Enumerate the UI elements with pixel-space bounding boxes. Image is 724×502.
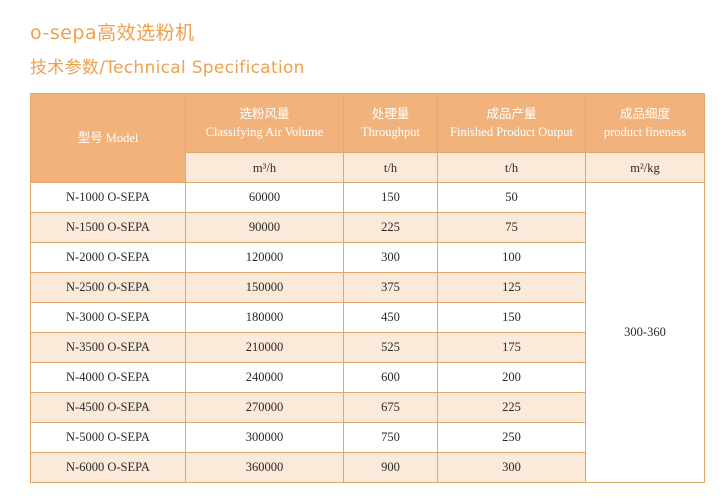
cell-output: 250 [437,422,586,453]
section-subtitle: 技术参数/Technical Specification [30,58,305,78]
cell-air: 240000 [185,362,344,393]
table-row: N-4500 O-SEPA 270000 675 225 [30,392,705,423]
cell-through: 600 [343,362,438,393]
header-air-en: Classifying Air Volume [205,125,324,139]
cell-output: 175 [437,332,586,363]
table-row: N-5000 O-SEPA 300000 750 250 [30,422,705,453]
cell-through: 225 [343,212,438,243]
table-row: N-1000 O-SEPA 60000 150 50 300-360 [30,182,705,483]
header-fine-en: product fineness [603,125,687,139]
header-air-cn: 选粉风量 [239,107,290,121]
cell-output: 100 [437,242,586,273]
table-row: N-2000 O-SEPA 120000 300 100 [30,242,705,273]
header-air-volume: 选粉风量 Classifying Air Volume [185,93,344,153]
cell-model: N-6000 O-SEPA [30,452,186,483]
cell-air: 60000 [185,182,344,213]
unit-output: t/h [437,152,586,183]
cell-through: 375 [343,272,438,303]
cell-air: 150000 [185,272,344,303]
header-output-cn: 成品产量 [486,107,537,121]
table-row: N-1500 O-SEPA 90000 225 75 [30,212,705,243]
cell-air: 300000 [185,422,344,453]
cell-through: 675 [343,392,438,423]
cell-fineness: 300-360 [585,182,705,483]
header-output: 成品产量 Finished Product Output [437,93,586,153]
cell-through: 750 [343,422,438,453]
header-through-cn: 处理量 [371,107,410,121]
cell-through: 150 [343,182,438,213]
units-row: m³/h t/h t/h m²/kg [31,152,705,183]
cell-output: 150 [437,302,586,333]
product-title: o-sepa高效选粉机 [30,22,195,44]
unit-air: m³/h [185,152,344,183]
header-model-label: 型号 Model [77,131,139,145]
table-row: N-2500 O-SEPA 150000 375 125 [30,272,705,303]
cell-air: 210000 [185,332,344,363]
cell-air: 270000 [185,392,344,423]
table-row: N-3500 O-SEPA 210000 525 175 [30,332,705,363]
cell-model: N-2000 O-SEPA [30,242,186,273]
header-row: 型号 Model 选粉风量 Classifying Air Volume 处理量… [30,93,705,183]
cell-air: 120000 [185,242,344,273]
cell-model: N-4500 O-SEPA [30,392,186,423]
cell-through: 450 [343,302,438,333]
header-fine-cn: 成品细度 [619,107,670,121]
cell-output: 50 [437,182,586,213]
cell-output: 125 [437,272,586,303]
cell-model: N-3000 O-SEPA [30,302,186,333]
cell-model: N-5000 O-SEPA [30,422,186,453]
unit-through: t/h [343,152,438,183]
header-output-en: Finished Product Output [450,125,573,139]
cell-model: N-1500 O-SEPA [30,212,186,243]
cell-model: N-2500 O-SEPA [30,272,186,303]
header-model: 型号 Model [30,93,186,183]
cell-model: N-1000 O-SEPA [30,182,186,213]
cell-air: 180000 [185,302,344,333]
cell-model: N-4000 O-SEPA [30,362,186,393]
unit-fineness: m²/kg [585,152,705,183]
table-row: N-6000 O-SEPA 360000 900 300 [30,452,705,483]
header-fineness: 成品细度 product fineness [585,93,705,153]
cell-air: 360000 [185,452,344,483]
cell-output: 75 [437,212,586,243]
cell-output: 300 [437,452,586,483]
header-throughput: 处理量 Throughput [343,93,438,153]
cell-model: N-3500 O-SEPA [30,332,186,363]
cell-output: 200 [437,362,586,393]
header-through-en: Throughput [360,125,421,139]
table-row: N-4000 O-SEPA 240000 600 200 [30,362,705,393]
cell-through: 300 [343,242,438,273]
cell-output: 225 [437,392,586,423]
cell-air: 90000 [185,212,344,243]
spec-table: 型号 Model 选粉风量 Classifying Air Volume 处理量… [30,93,705,483]
cell-through: 525 [343,332,438,363]
cell-through: 900 [343,452,438,483]
